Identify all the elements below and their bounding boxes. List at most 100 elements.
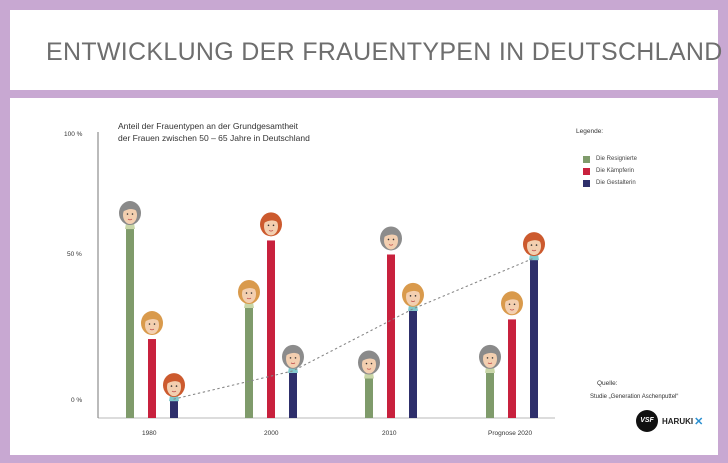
trend-line: [173, 257, 535, 400]
figure-fringe-icon: [526, 236, 542, 244]
x-tick-label-1980: 1980: [142, 430, 157, 437]
figure-mouth-icon: [290, 362, 296, 365]
bar-die-kämpferin-1980: [148, 339, 156, 418]
figure-face-icon: [483, 349, 497, 368]
legend-label-resignierte: Die Resignierte: [596, 156, 638, 162]
bar-die-resignierte-prognose-2020: [486, 372, 494, 418]
legend-label-kaempferin: Die Kämpferin: [596, 168, 635, 174]
figure-fringe-icon: [122, 205, 138, 213]
figure-eye-icon: [294, 357, 297, 359]
figure-face-icon: [242, 285, 256, 304]
figure-eye-icon: [131, 213, 134, 215]
bar-die-resignierte-2010: [365, 378, 373, 418]
chart-subtitle-line-2: der Frauen zwischen 50 – 65 Jahre in Deu…: [118, 133, 310, 143]
figure-mouth-icon: [127, 218, 133, 221]
haruki-mark-icon: ✕: [694, 415, 704, 428]
bar-die-kämpferin-2000: [267, 240, 275, 418]
figure-eye-icon: [272, 224, 275, 227]
figure-mouth-icon: [531, 249, 537, 252]
figure-fringe-icon: [405, 287, 421, 294]
figure-mouth-icon: [268, 230, 274, 232]
bar-die-gestalterin-prognose-2020: [530, 260, 538, 418]
figure-eye-icon: [409, 295, 412, 297]
x-tick-label-2020: Prognose 2020: [488, 430, 533, 437]
figure-mouth-icon: [366, 368, 372, 370]
haruki-logo: HARUKI ✕: [662, 410, 703, 432]
vsf-logo: VSF: [636, 410, 658, 432]
bar-die-kämpferin-2010: [387, 254, 395, 418]
figure-eye-icon: [365, 362, 368, 365]
bar-die-resignierte-1980: [126, 229, 134, 418]
figure-mouth-icon: [246, 297, 252, 300]
title-panel: ENTWICKLUNG DER FRAUENTYPEN IN DEUTSCHLA…: [10, 10, 722, 90]
chart-subtitle-line-1: Anteil der Frauentypen an der Grundgesam…: [118, 121, 299, 131]
bar-die-kämpferin-prognose-2020: [508, 319, 516, 418]
figure-face-icon: [406, 287, 420, 306]
source-text: Studie „Generation Aschenputtel“: [590, 394, 679, 400]
figure-fringe-icon: [241, 284, 257, 292]
legend-item-resignierte: Die Resignierte: [583, 155, 637, 163]
bar-die-resignierte-2000: [245, 308, 253, 418]
figure-mouth-icon: [388, 244, 394, 246]
legend-swatch-resignierte: [583, 155, 590, 163]
legend-title: Legende:: [576, 128, 604, 135]
figure-fringe-icon: [285, 349, 301, 356]
figure-eye-icon: [370, 362, 373, 365]
figure-face-icon: [123, 206, 137, 225]
figure-face-icon: [145, 316, 159, 335]
bar-chart: [97, 132, 555, 419]
figure-fringe-icon: [263, 216, 279, 224]
figure-mouth-icon: [487, 362, 493, 365]
figure-eye-icon: [387, 238, 390, 241]
figure-face-icon: [167, 378, 181, 397]
figure-eye-icon: [267, 224, 270, 227]
bar-die-gestalterin-2000: [289, 372, 297, 418]
figure-eye-icon: [535, 244, 538, 246]
figure-eye-icon: [392, 238, 395, 241]
figure-eye-icon: [491, 357, 494, 359]
bar-die-gestalterin-1980: [170, 401, 178, 418]
page-title: ENTWICKLUNG DER FRAUENTYPEN IN DEUTSCHLA…: [46, 38, 723, 66]
figure-face-icon: [384, 231, 398, 250]
figure-eye-icon: [513, 303, 516, 306]
figure-face-icon: [286, 349, 300, 368]
y-tick-label-0: 0 %: [71, 397, 83, 404]
figure-eye-icon: [530, 244, 533, 246]
figure-fringe-icon: [144, 315, 160, 323]
figure-eye-icon: [153, 323, 156, 325]
bar-die-gestalterin-2010: [409, 310, 417, 418]
figure-face-icon: [264, 217, 278, 236]
figure-mouth-icon: [410, 300, 416, 302]
figure-eye-icon: [414, 295, 417, 297]
legend-label-gestalterin: Die Gestalterin: [596, 180, 636, 186]
figure-mouth-icon: [509, 308, 515, 311]
y-tick-label-50: 50 %: [67, 251, 82, 258]
figure-mouth-icon: [149, 328, 155, 331]
figure-eye-icon: [126, 213, 129, 215]
figure-fringe-icon: [361, 355, 377, 362]
figure-face-icon: [527, 237, 541, 256]
x-tick-label-2010: 2010: [382, 430, 397, 437]
figure-fringe-icon: [166, 377, 182, 385]
legend-item-gestalterin: Die Gestalterin: [583, 179, 636, 187]
figure-eye-icon: [245, 292, 248, 294]
figure-fringe-icon: [383, 230, 399, 238]
legend-swatch-gestalterin: [583, 179, 590, 187]
y-tick-label-100: 100 %: [64, 131, 83, 138]
legend-swatch-kaempferin: [583, 167, 590, 175]
figure-eye-icon: [250, 292, 253, 294]
figure-eye-icon: [148, 323, 151, 325]
haruki-logo-text: HARUKI: [662, 416, 694, 426]
legend-item-kaempferin: Die Kämpferin: [583, 167, 634, 175]
x-tick-label-2000: 2000: [264, 430, 279, 437]
figure-eye-icon: [508, 303, 511, 306]
source-label: Quelle:: [597, 380, 618, 387]
figure-eye-icon: [175, 385, 178, 387]
figure-fringe-icon: [504, 295, 520, 303]
figure-mouth-icon: [171, 390, 177, 393]
figure-eye-icon: [486, 357, 489, 359]
chart-panel: Anteil der Frauentypen an der Grundgesam…: [10, 98, 718, 455]
figure-fringe-icon: [482, 349, 498, 356]
figure-face-icon: [505, 296, 519, 315]
figure-eye-icon: [289, 357, 292, 359]
